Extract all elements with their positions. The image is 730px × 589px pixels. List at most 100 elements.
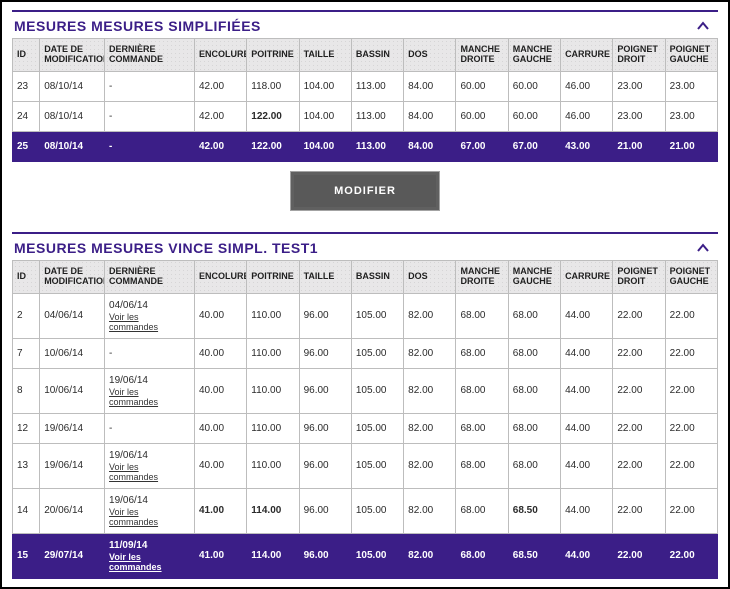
cell-manche_droite: 68.00 [456,293,508,338]
cell-manche_droite: 60.00 [456,101,508,131]
col-id: ID [13,260,40,293]
table-row[interactable]: 1529/07/1411/09/14Voir les commandes41.0… [13,533,718,578]
cell-manche_gauche: 68.00 [508,368,560,413]
cell-manche_droite: 68.00 [456,533,508,578]
col-poignet_droit: POIGNET DROIT [613,260,665,293]
cell-manche_gauche: 60.00 [508,101,560,131]
cell-manche_gauche: 68.00 [508,293,560,338]
cell-manche_gauche: 68.00 [508,443,560,488]
table-row[interactable]: 1219/06/14-40.00110.0096.00105.0082.0068… [13,413,718,443]
voir-commandes-link[interactable]: Voir les commandes [109,387,190,407]
cell-bassin: 105.00 [351,488,403,533]
cell-carrure: 44.00 [561,443,613,488]
cell-date_modif: 04/06/14 [40,293,105,338]
cell-poitrine: 122.00 [247,131,299,161]
cell-manche_droite: 68.00 [456,368,508,413]
cell-manche_droite: 68.00 [456,338,508,368]
voir-commandes-link[interactable]: Voir les commandes [109,552,190,572]
section-title: MESURES MESURES SIMPLIFIÉES [14,18,261,34]
cell-poignet_gauche: 22.00 [665,338,717,368]
col-poignet_gauche: POIGNET GAUCHE [665,39,717,72]
cell-bassin: 105.00 [351,338,403,368]
voir-commandes-link[interactable]: Voir les commandes [109,462,190,482]
cell-bassin: 105.00 [351,368,403,413]
col-taille: TAILLE [299,39,351,72]
cell-dos: 82.00 [404,293,456,338]
cell-poignet_gauche: 22.00 [665,368,717,413]
cell-manche_gauche: 68.50 [508,488,560,533]
col-dos: DOS [404,260,456,293]
cell-derniere_commande: - [105,338,195,368]
chevron-up-icon[interactable] [696,19,710,33]
table-row[interactable]: 810/06/1419/06/14Voir les commandes40.00… [13,368,718,413]
cell-manche_gauche: 68.00 [508,413,560,443]
col-date_modif: DATE DE MODIFICATION [40,260,105,293]
cell-bassin: 105.00 [351,413,403,443]
table-row[interactable]: 2308/10/14-42.00118.00104.00113.0084.006… [13,71,718,101]
cell-poignet_gauche: 22.00 [665,413,717,443]
derniere-commande-date: 04/06/14 [109,300,190,311]
cell-dos: 84.00 [404,101,456,131]
cell-poignet_gauche: 23.00 [665,101,717,131]
cell-date_modif: 20/06/14 [40,488,105,533]
cell-date_modif: 08/10/14 [40,101,105,131]
col-manche_gauche: MANCHE GAUCHE [508,39,560,72]
cell-manche_droite: 67.00 [456,131,508,161]
cell-poignet_droit: 22.00 [613,533,665,578]
cell-poignet_gauche: 21.00 [665,131,717,161]
cell-id: 24 [13,101,40,131]
col-carrure: CARRURE [561,260,613,293]
table-row[interactable]: 1319/06/1419/06/14Voir les commandes40.0… [13,443,718,488]
cell-dos: 82.00 [404,533,456,578]
cell-encolure: 40.00 [194,413,246,443]
cell-carrure: 44.00 [561,533,613,578]
table-head: IDDATE DE MODIFICATIONDERNIÈRE COMMANDEE… [13,260,718,293]
table-row[interactable]: 710/06/14-40.00110.0096.00105.0082.0068.… [13,338,718,368]
cell-carrure: 43.00 [561,131,613,161]
cell-bassin: 113.00 [351,71,403,101]
chevron-up-icon[interactable] [696,241,710,255]
table-row[interactable]: 2408/10/14-42.00122.00104.00113.0084.006… [13,101,718,131]
cell-id: 2 [13,293,40,338]
cell-poitrine: 114.00 [247,533,299,578]
cell-dos: 84.00 [404,71,456,101]
section-header[interactable]: MESURES MESURES VINCE SIMPL. TEST1 [12,232,718,260]
cell-encolure: 40.00 [194,338,246,368]
cell-poignet_gauche: 23.00 [665,71,717,101]
cell-taille: 104.00 [299,131,351,161]
cell-carrure: 46.00 [561,71,613,101]
cell-dos: 84.00 [404,131,456,161]
table-row[interactable]: 1420/06/1419/06/14Voir les commandes41.0… [13,488,718,533]
cell-date_modif: 19/06/14 [40,413,105,443]
voir-commandes-link[interactable]: Voir les commandes [109,507,190,527]
cell-manche_droite: 68.00 [456,488,508,533]
cell-derniere_commande: - [105,131,195,161]
table-row[interactable]: 204/06/1404/06/14Voir les commandes40.00… [13,293,718,338]
section-header[interactable]: MESURES MESURES SIMPLIFIÉES [12,10,718,38]
cell-taille: 96.00 [299,293,351,338]
button-row: MODIFIER [12,162,718,216]
cell-poignet_gauche: 22.00 [665,533,717,578]
cell-derniere_commande: 19/06/14Voir les commandes [105,368,195,413]
col-manche_droite: MANCHE DROITE [456,260,508,293]
cell-taille: 96.00 [299,338,351,368]
voir-commandes-link[interactable]: Voir les commandes [109,312,190,332]
modifier-button[interactable]: MODIFIER [291,172,439,210]
cell-date_modif: 10/06/14 [40,368,105,413]
cell-manche_gauche: 60.00 [508,71,560,101]
cell-poignet_droit: 23.00 [613,101,665,131]
col-bassin: BASSIN [351,260,403,293]
cell-poitrine: 110.00 [247,368,299,413]
col-bassin: BASSIN [351,39,403,72]
col-encolure: ENCOLURE [194,260,246,293]
cell-encolure: 40.00 [194,443,246,488]
cell-encolure: 42.00 [194,71,246,101]
cell-poignet_droit: 22.00 [613,443,665,488]
cell-poitrine: 110.00 [247,413,299,443]
cell-derniere_commande: - [105,413,195,443]
cell-carrure: 44.00 [561,413,613,443]
measures-table-2: IDDATE DE MODIFICATIONDERNIÈRE COMMANDEE… [12,260,718,579]
cell-carrure: 44.00 [561,488,613,533]
cell-carrure: 44.00 [561,293,613,338]
table-row[interactable]: 2508/10/14-42.00122.00104.00113.0084.006… [13,131,718,161]
